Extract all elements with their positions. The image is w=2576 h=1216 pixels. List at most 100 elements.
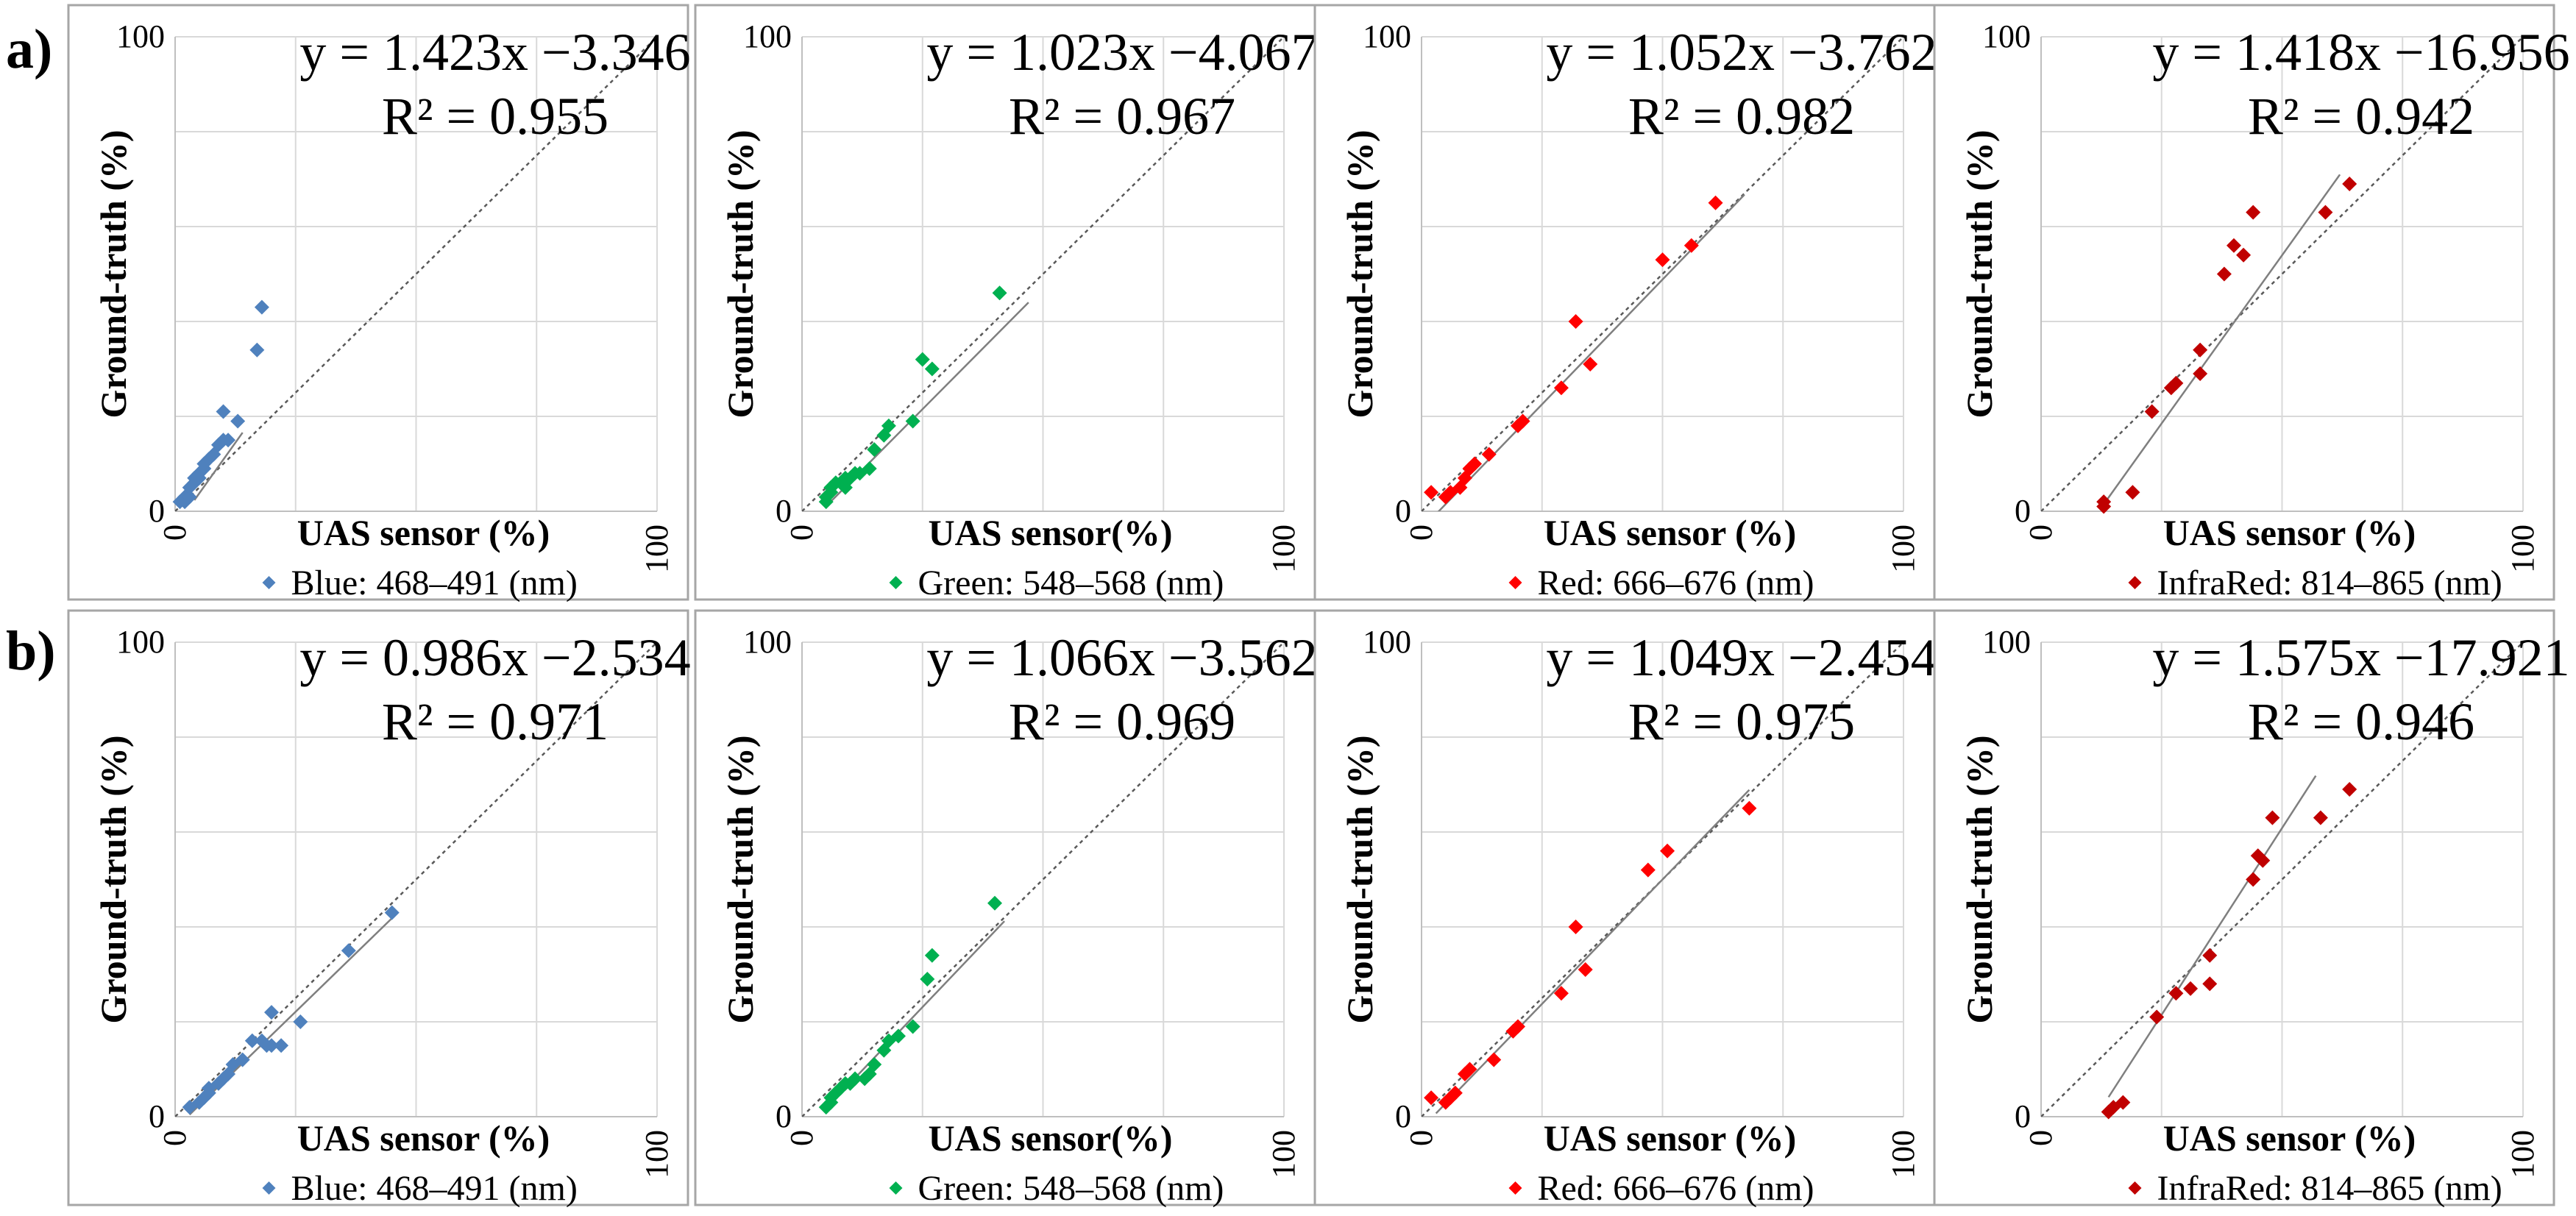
y-tick-label-max: 100 xyxy=(1982,18,2031,54)
data-point xyxy=(1708,195,1723,210)
identity-line xyxy=(802,642,1284,1117)
legend-marker xyxy=(889,576,903,589)
y-axis-title: Ground-truth (%) xyxy=(1339,129,1380,418)
regression-equation: y = 1.418x −16.956 xyxy=(2152,23,2569,82)
legend-label: Green: 548–568 (nm) xyxy=(918,1169,1224,1208)
y-tick-label-max: 100 xyxy=(1982,624,2031,660)
data-point xyxy=(1568,314,1583,329)
panel-frame xyxy=(694,609,1316,1206)
data-point xyxy=(2144,404,2160,419)
y-tick-label-min: 0 xyxy=(2015,493,2031,529)
identity-line xyxy=(1422,37,1903,511)
data-point xyxy=(2246,205,2261,220)
data-point xyxy=(2115,1095,2131,1110)
data-point xyxy=(249,342,265,358)
x-axis-title: UAS sensor(%) xyxy=(929,512,1173,553)
legend-marker xyxy=(2128,1181,2142,1195)
r-squared: R² = 0.971 xyxy=(382,692,608,751)
y-axis-title: Ground-truth (%) xyxy=(1959,129,2000,418)
data-point xyxy=(264,1005,279,1020)
x-tick-label-max: 100 xyxy=(1266,1130,1302,1178)
y-tick-label-min: 0 xyxy=(149,493,165,529)
trendline xyxy=(2103,174,2341,505)
data-point xyxy=(2149,1009,2165,1025)
chart-panel-b-2: 100 00 100 Ground-truth (%) UAS sensor(%) y =… xyxy=(694,609,1318,1208)
x-tick-label-min: 0 xyxy=(2023,1130,2059,1146)
chart-panel-a-1: 100 00 100 Ground-truth (%) UAS sensor (%) y … xyxy=(67,4,691,602)
x-tick-label-min: 0 xyxy=(157,1130,193,1146)
chart-panel-a-3: 100 00 100 Ground-truth (%) UAS sensor (%) y … xyxy=(1313,4,1937,602)
data-point xyxy=(2168,375,2184,391)
y-axis-title: Ground-truth (%) xyxy=(720,129,761,418)
y-tick-label-min: 0 xyxy=(1395,1098,1411,1134)
trendline xyxy=(194,432,244,501)
y-tick-label-max: 100 xyxy=(116,18,165,54)
x-tick-label-min: 0 xyxy=(157,525,193,541)
trendline xyxy=(2107,775,2317,1098)
data-point xyxy=(254,299,269,315)
data-point xyxy=(2168,986,2184,1001)
legend-label: Green: 548–568 (nm) xyxy=(918,563,1224,602)
data-point xyxy=(216,404,231,419)
data-point xyxy=(2193,366,2208,381)
data-point xyxy=(2202,947,2218,963)
data-point xyxy=(905,413,920,429)
x-tick-label-max: 100 xyxy=(1885,525,1921,573)
y-axis-title: Ground-truth (%) xyxy=(93,735,134,1023)
x-axis-title: UAS sensor (%) xyxy=(2163,1117,2416,1159)
data-point xyxy=(924,947,940,963)
legend-marker xyxy=(262,576,276,589)
legend-label: InfraRed: 814–865 (nm) xyxy=(2157,1169,2502,1208)
x-tick-label-min: 0 xyxy=(1403,1130,1439,1146)
x-axis-title: UAS sensor(%) xyxy=(929,1117,1173,1159)
x-tick-label-max: 100 xyxy=(1266,525,1302,573)
x-tick-label-max: 100 xyxy=(639,525,675,573)
data-point xyxy=(2216,266,2232,282)
data-point xyxy=(862,461,877,476)
y-tick-label-max: 100 xyxy=(743,624,792,660)
data-point xyxy=(1640,862,1656,878)
data-point xyxy=(987,895,1002,911)
identity-line xyxy=(175,37,657,511)
regression-equation: y = 0.986x −2.534 xyxy=(299,628,690,687)
y-tick-label-max: 100 xyxy=(743,18,792,54)
data-point xyxy=(1424,1090,1439,1106)
legend-marker xyxy=(1508,1181,1522,1195)
panel-frame xyxy=(67,4,689,601)
y-tick-label-max: 100 xyxy=(1363,624,1411,660)
data-point xyxy=(293,1014,308,1029)
data-point xyxy=(1467,456,1483,472)
data-point xyxy=(1742,800,1757,816)
legend-marker xyxy=(889,1181,903,1195)
x-tick-label-min: 0 xyxy=(2023,525,2059,541)
data-point xyxy=(244,1033,260,1048)
chart-panel-b-4: 100 00 100 Ground-truth (%) UAS sensor (%) y … xyxy=(1933,609,2570,1208)
regression-equation: y = 1.575x −17.921 xyxy=(2152,628,2569,687)
y-tick-label-min: 0 xyxy=(1395,493,1411,529)
legend-label: Blue: 468–491 (nm) xyxy=(291,563,578,602)
data-point xyxy=(2265,810,2280,825)
data-point xyxy=(1583,357,1598,372)
data-point xyxy=(264,1038,279,1053)
y-tick-label-max: 100 xyxy=(1363,18,1411,54)
panel-frame xyxy=(694,4,1316,601)
data-point xyxy=(1481,447,1497,462)
identity-line xyxy=(2041,642,2523,1117)
panel-frame xyxy=(1933,609,2555,1206)
regression-equation: y = 1.423x −3.346 xyxy=(299,23,690,82)
data-point xyxy=(2318,205,2333,220)
y-tick-label-min: 0 xyxy=(776,1098,792,1134)
x-axis-title: UAS sensor (%) xyxy=(1544,1117,1797,1159)
data-point xyxy=(1683,238,1699,253)
data-point xyxy=(867,1057,882,1073)
x-axis-title: UAS sensor (%) xyxy=(297,512,550,553)
legend-marker xyxy=(1508,576,1522,589)
data-point xyxy=(2246,872,2261,887)
legend-marker xyxy=(2128,576,2142,589)
data-point xyxy=(2125,485,2140,500)
r-squared: R² = 0.955 xyxy=(382,87,608,146)
data-point xyxy=(924,361,940,377)
data-point xyxy=(1447,1085,1463,1101)
data-point xyxy=(915,352,930,367)
panel-frame xyxy=(1313,609,1936,1206)
